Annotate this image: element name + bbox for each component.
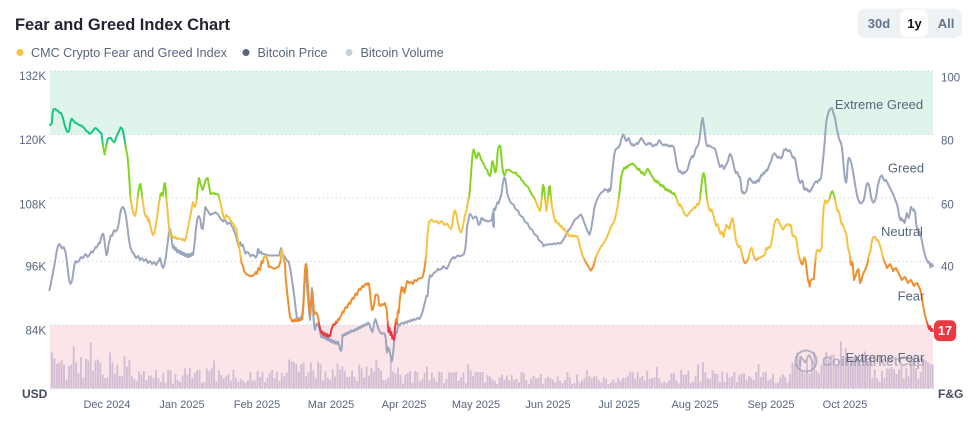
svg-text:Neutral: Neutral bbox=[881, 224, 923, 239]
svg-text:Fear and Greed Index Chart: Fear and Greed Index Chart bbox=[15, 16, 231, 34]
svg-text:CMC Crypto Fear and Greed Inde: CMC Crypto Fear and Greed Index bbox=[31, 46, 228, 60]
svg-text:Greed: Greed bbox=[888, 161, 924, 176]
svg-text:84K: 84K bbox=[26, 326, 47, 338]
svg-text:Fear: Fear bbox=[898, 289, 925, 304]
svg-text:Extreme Fear: Extreme Fear bbox=[846, 350, 925, 365]
svg-text:Feb 2025: Feb 2025 bbox=[234, 399, 280, 411]
svg-text:Dec 2024: Dec 2024 bbox=[83, 399, 130, 411]
svg-text:132K: 132K bbox=[19, 71, 46, 83]
svg-text:40: 40 bbox=[941, 262, 954, 274]
svg-text:Bitcoin Volume: Bitcoin Volume bbox=[361, 46, 444, 60]
svg-text:60: 60 bbox=[941, 200, 954, 212]
svg-text:Mar 2025: Mar 2025 bbox=[308, 399, 354, 411]
svg-text:Extreme Greed: Extreme Greed bbox=[835, 97, 923, 112]
svg-text:30d: 30d bbox=[868, 16, 890, 31]
svg-text:Oct 2025: Oct 2025 bbox=[823, 399, 868, 411]
svg-text:108K: 108K bbox=[19, 200, 46, 212]
svg-text:80: 80 bbox=[941, 136, 954, 148]
svg-text:Jun 2025: Jun 2025 bbox=[525, 399, 570, 411]
svg-text:120K: 120K bbox=[19, 135, 46, 147]
svg-text:Bitcoin Price: Bitcoin Price bbox=[258, 46, 328, 60]
svg-text:1y: 1y bbox=[907, 16, 922, 31]
svg-text:100: 100 bbox=[941, 73, 960, 85]
svg-text:Apr 2025: Apr 2025 bbox=[382, 399, 427, 411]
svg-text:Jul 2025: Jul 2025 bbox=[598, 399, 640, 411]
svg-text:17: 17 bbox=[938, 324, 952, 338]
svg-text:CoinMarketCap: CoinMarketCap bbox=[822, 353, 925, 369]
svg-text:May 2025: May 2025 bbox=[452, 399, 500, 411]
svg-text:Jan 2025: Jan 2025 bbox=[159, 399, 204, 411]
svg-text:F&G: F&G bbox=[938, 387, 963, 401]
svg-text:Sep 2025: Sep 2025 bbox=[747, 399, 794, 411]
svg-text:96K: 96K bbox=[26, 262, 47, 274]
svg-text:All: All bbox=[938, 16, 955, 31]
svg-text:Aug 2025: Aug 2025 bbox=[671, 399, 718, 411]
svg-text:USD: USD bbox=[22, 387, 48, 401]
